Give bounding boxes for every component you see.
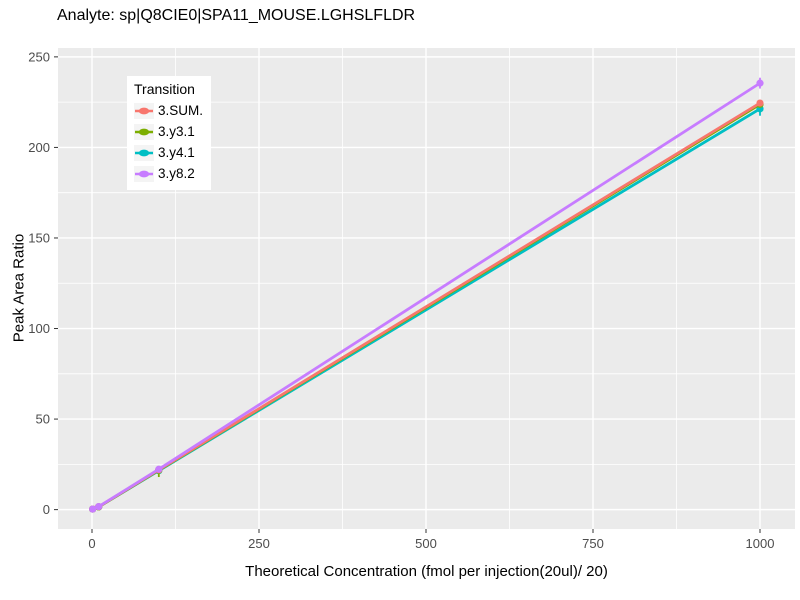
legend-key-icon [134,165,154,182]
y-tick-label: 150 [28,230,50,245]
data-point-3.y8.2 [95,502,103,511]
legend-item: 3.y3.1 [134,121,203,142]
data-point-3.y8.2 [756,79,764,87]
chart-title: Analyte: sp|Q8CIE0|SPA11_MOUSE.LGHSLFLDR [57,7,416,24]
legend: Transition 3.SUM. 3.y3.1 3.y4.1 3.y8.2 [127,76,212,190]
legend-item-label: 3.y8.2 [158,166,195,181]
legend-item: 3.y4.1 [134,142,203,163]
x-tick-label: 0 [88,536,95,551]
x-tick-label: 250 [248,536,270,551]
legend-key-icon [134,102,154,119]
x-tick-label: 1000 [746,536,775,551]
y-tick-label: 50 [36,412,50,427]
data-point-3.y8.2 [89,505,97,513]
y-tick-label: 250 [28,49,50,64]
x-axis-title: Theoretical Concentration (fmol per inje… [245,563,608,580]
y-tick-label: 100 [28,321,50,336]
legend-item: 3.y8.2 [134,163,203,184]
legend-key-icon [134,123,154,140]
y-tick-label: 0 [43,502,50,517]
legend-item-label: 3.y4.1 [158,145,195,160]
x-tick-label: 500 [415,536,437,551]
legend-item-label: 3.SUM. [158,103,204,118]
legend-item-label: 3.y3.1 [158,124,195,139]
data-point-3.y8.2 [155,465,163,473]
legend-title: Transition [134,81,195,97]
x-tick-label: 750 [582,536,604,551]
data-point-3.SUM. [756,99,764,107]
legend-key-icon [134,144,154,161]
legend-item: 3.SUM. [134,100,203,121]
y-tick-label: 200 [28,140,50,155]
